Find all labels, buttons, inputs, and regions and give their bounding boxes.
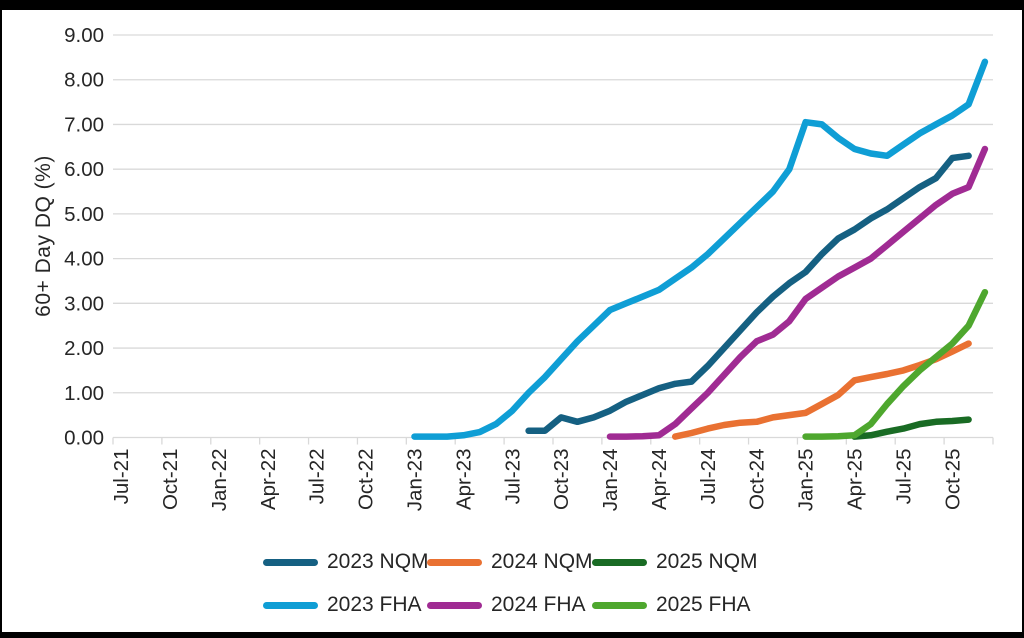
x-tick-label: Jul-22 [306, 449, 329, 505]
y-tick-label: 8.00 [64, 69, 104, 92]
y-tick-label: 3.00 [64, 292, 104, 315]
y-tick-label: 2.00 [64, 337, 104, 360]
y-tick-label: 0.00 [64, 427, 104, 450]
x-tick-label: Jan-22 [208, 449, 231, 512]
x-tick-label: Jul-24 [697, 449, 720, 505]
series-line-2025-fha [802, 288, 989, 440]
y-tick-label: 1.00 [64, 382, 104, 405]
series-line-2024-nqm [671, 340, 972, 440]
y-tick-label: 5.00 [64, 203, 104, 226]
x-tick-label: Jan-23 [403, 449, 426, 512]
y-axis-title: 60+ Day DQ (%) [32, 155, 55, 317]
series-line-2023-nqm [525, 152, 972, 435]
x-tick-label: Oct-25 [941, 449, 964, 511]
x-tick-label: Jan-25 [795, 449, 818, 512]
series-line-2024-fha [606, 145, 989, 440]
y-tick-label: 4.00 [64, 248, 104, 271]
series-line-2023-fha [411, 58, 989, 440]
x-tick-label: Apr-23 [452, 449, 475, 511]
y-tick-label: 7.00 [64, 113, 104, 136]
x-tick-label: Apr-25 [843, 449, 866, 511]
x-tick-label: Oct-21 [159, 449, 182, 511]
x-tick-label: Oct-24 [746, 449, 769, 511]
chart-panel [2, 10, 1022, 632]
x-tick-label: Oct-22 [355, 449, 378, 511]
x-tick-label: Apr-22 [257, 449, 280, 511]
y-tick-label: 9.00 [64, 24, 104, 47]
x-tick-label: Apr-24 [648, 449, 671, 511]
x-tick-label: Jan-24 [599, 449, 622, 512]
y-tick-label: 6.00 [64, 158, 104, 181]
x-tick-label: Oct-23 [550, 449, 573, 511]
x-tick-label: Jul-23 [501, 449, 524, 505]
x-tick-label: Jul-25 [892, 449, 915, 505]
series-line-2025-nqm [851, 416, 972, 440]
x-tick-label: Jul-21 [110, 449, 133, 505]
